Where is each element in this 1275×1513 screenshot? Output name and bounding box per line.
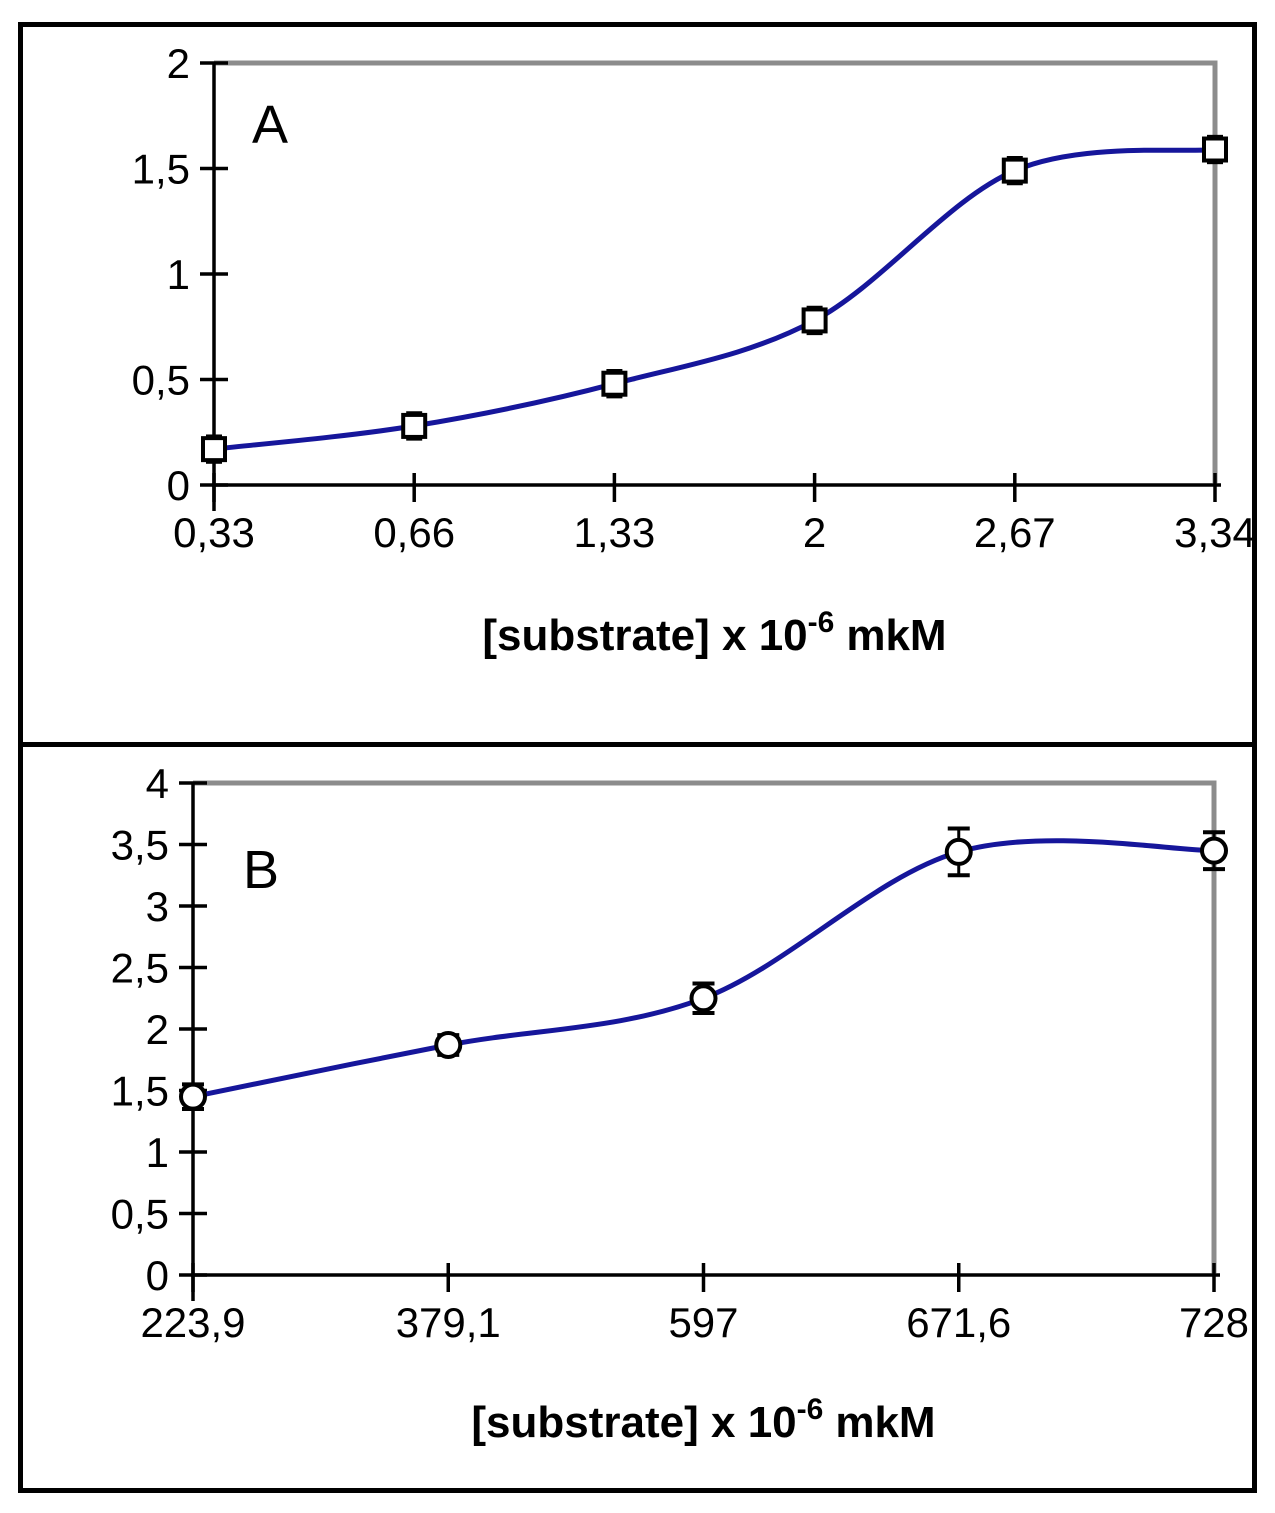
y-tick-label: 2 [167, 40, 190, 87]
y-tick-label: 3 [146, 883, 169, 930]
data-point-marker [434, 1030, 463, 1059]
data-point-marker [179, 1082, 207, 1111]
x-tick-label: 597 [668, 1299, 738, 1346]
y-tick-label: 0 [167, 462, 190, 509]
x-tick-label: 671,6 [906, 1299, 1011, 1346]
panel-label: B [243, 840, 279, 900]
data-line [211, 147, 1218, 452]
y-tick-label: 0 [146, 1252, 169, 1299]
y-tick-label: 3,5 [111, 822, 169, 869]
data-point-marker [401, 412, 428, 439]
x-tick-label: 379,1 [396, 1299, 501, 1346]
x-tick-label: 223,9 [140, 1299, 245, 1346]
data-point-marker [1202, 136, 1228, 163]
x-axis-title: [substrate] x 10-6 mkM [482, 606, 946, 660]
y-tick-label: 0,5 [111, 1191, 169, 1238]
y-tick-label: 0,5 [132, 357, 190, 404]
plot-frame [193, 780, 1217, 1273]
data-point-marker [689, 984, 718, 1013]
chart-b-svg: 0 0,5 1 1,5 2 2,5 3 3,5 4 223,9 379,1 597 671,6 728 B [… [111, 760, 1249, 1447]
x-tick-label: 3,34 [1174, 509, 1256, 556]
y-tick-label: 1 [167, 251, 190, 298]
panel-label: A [252, 95, 288, 155]
x-tick-label: 2,67 [974, 509, 1056, 556]
plot-frame [214, 60, 1218, 483]
panel-a: 0 0,5 1 1,5 2 0,33 0,66 1,33 2 2,67 3,34 A [substrat… [18, 22, 1257, 742]
data-point-marker [601, 370, 628, 397]
x-tick-label: 2 [803, 509, 826, 556]
x-tick-label: 1,33 [574, 509, 656, 556]
data-point-marker [1200, 836, 1228, 865]
x-tick-label: 728 [1179, 1299, 1249, 1346]
y-tick-label: 1,5 [132, 146, 190, 193]
y-tick-label: 2,5 [111, 945, 169, 992]
y-tick-label: 1,5 [111, 1068, 169, 1115]
x-tick-label: 0,33 [173, 509, 255, 556]
data-point-marker [201, 436, 227, 463]
data-point-marker [801, 307, 828, 334]
y-tick-label: 2 [146, 1006, 169, 1053]
data-line [190, 838, 1217, 1100]
y-tick-label: 1 [146, 1129, 169, 1176]
x-tick-label: 0,66 [373, 509, 455, 556]
chart-a-svg: 0 0,5 1 1,5 2 0,33 0,66 1,33 2 2,67 3,34 A [substrat… [132, 40, 1256, 660]
y-tick-label: 4 [146, 760, 169, 807]
panel-b: 0 0,5 1 1,5 2 2,5 3 3,5 4 223,9 379,1 597 671,6 728 B [… [18, 742, 1257, 1493]
data-point-marker [944, 837, 973, 866]
data-point-marker [1001, 157, 1028, 184]
x-axis-title: [substrate] x 10-6 mkM [471, 1393, 935, 1447]
